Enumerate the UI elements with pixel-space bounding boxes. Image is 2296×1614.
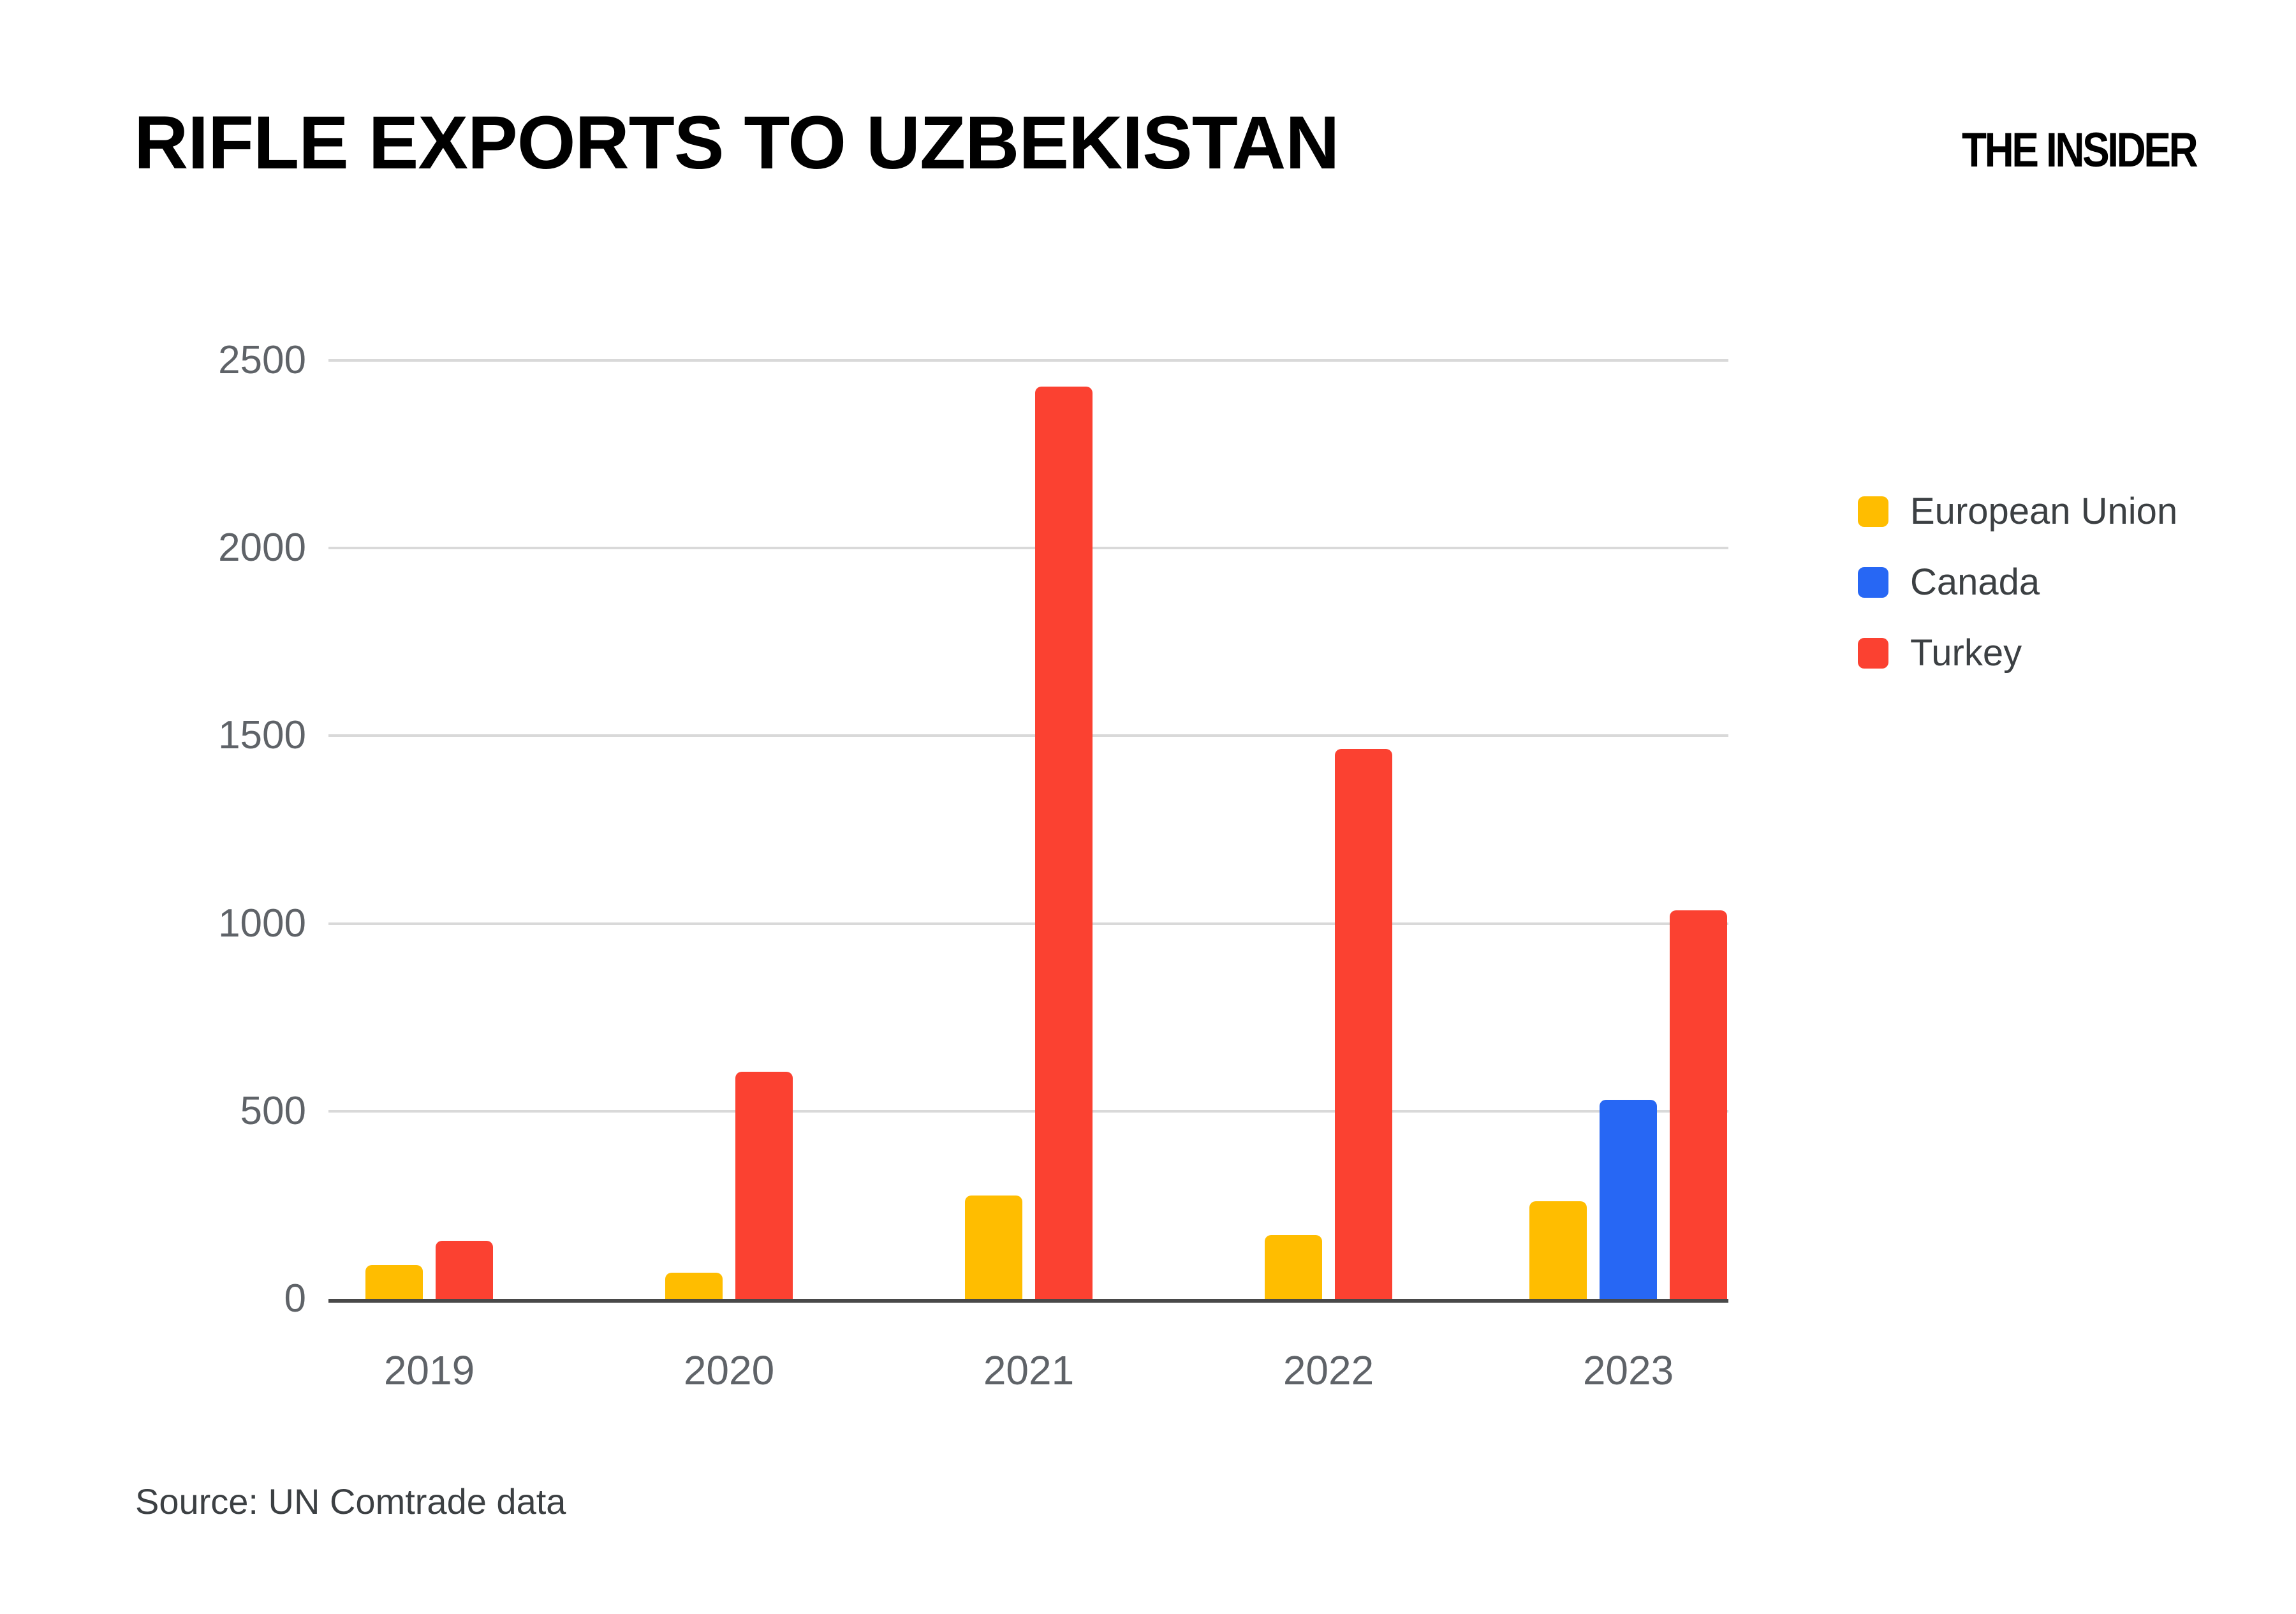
legend-label: Turkey [1910,632,2022,674]
y-tick-label-2500: 2500 [218,338,306,382]
bar-turkey-2021 [1035,387,1093,1299]
x-tick-label-2020: 2020 [683,1347,775,1393]
legend-label: European Union [1910,491,2178,532]
bar-european-union-2019 [365,1265,423,1299]
bar-turkey-2020 [735,1072,793,1299]
x-tick-label-2021: 2021 [983,1347,1075,1393]
legend-item-european-union: European Union [1858,491,2177,532]
y-tick-label-2000: 2000 [218,526,306,570]
x-tick-label-2019: 2019 [383,1347,475,1393]
x-tick-label-2023: 2023 [1582,1347,1674,1393]
y-tick-label-500: 500 [240,1088,306,1133]
legend-swatch-canada [1858,567,1888,598]
bar-european-union-2021 [965,1196,1022,1299]
legend-item-canada: Canada [1858,562,2040,603]
source-note: Source: UN Comtrade data [135,1481,566,1521]
gridline-2500 [328,359,1728,362]
y-tick-label-1000: 1000 [218,901,306,945]
bar-european-union-2022 [1265,1235,1322,1299]
y-tick-label-1500: 1500 [218,713,306,758]
page-title: RIFLE EXPORTS TO UZBEKISTAN [134,101,1340,185]
bar-european-union-2023 [1529,1201,1587,1299]
legend-item-turkey: Turkey [1858,633,2022,674]
legend-swatch-turkey [1858,638,1888,669]
gridline-500 [328,1109,1728,1113]
bar-turkey-2022 [1335,749,1392,1299]
gridline-1500 [328,734,1728,737]
gridline-2000 [328,547,1728,550]
gridline-1000 [328,922,1728,925]
bar-turkey-2023 [1670,910,1727,1299]
bar-european-union-2020 [665,1273,723,1299]
x-axis-line [328,1299,1728,1303]
the-insider-logo: THE INSIDER [1961,123,2198,177]
y-tick-label-0: 0 [284,1277,306,1321]
bar-turkey-2019 [436,1241,493,1299]
legend-label: Canada [1910,561,2040,603]
bar-canada-2023 [1600,1100,1657,1299]
legend-swatch-european-union [1858,496,1888,527]
x-tick-label-2022: 2022 [1283,1347,1374,1393]
